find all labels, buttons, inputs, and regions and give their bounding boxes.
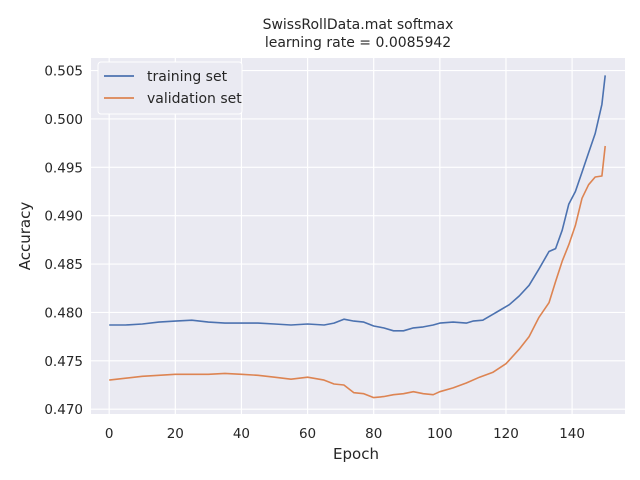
- tick-labels: 0 20 40 60 80 100 120 140 0.470 0.475 0.480 0.485 0.…: [44, 64, 585, 442]
- x-tick-label: 60: [299, 426, 316, 442]
- y-tick-label: 0.475: [44, 354, 83, 370]
- legend-label-validation-set: validation set: [147, 91, 242, 107]
- y-tick-label: 0.500: [44, 112, 83, 128]
- y-tick-label: 0.490: [44, 209, 83, 225]
- x-tick-label: 80: [365, 426, 382, 442]
- x-tick-label: 140: [559, 426, 585, 442]
- y-tick-label: 0.480: [44, 305, 83, 321]
- series-line-validation-set: [109, 145, 606, 399]
- y-tick-label: 0.495: [44, 160, 83, 176]
- series-lines: [109, 75, 606, 399]
- chart-title-line2: learning rate = 0.0085942: [265, 35, 451, 51]
- chart-title-line1: SwissRollData.mat softmax: [263, 17, 454, 33]
- plot-area: [91, 58, 625, 414]
- y-tick-label: 0.470: [44, 402, 83, 418]
- x-tick-label: 40: [233, 426, 250, 442]
- x-axis-label: Epoch: [333, 445, 379, 463]
- legend-label-training-set: training set: [147, 69, 228, 85]
- x-tick-label: 20: [167, 426, 184, 442]
- x-tick-label: 120: [493, 426, 519, 442]
- y-tick-label: 0.505: [44, 64, 83, 80]
- x-tick-label: 100: [427, 426, 453, 442]
- x-tick-label: 0: [105, 426, 114, 442]
- y-tick-label: 0.485: [44, 257, 83, 273]
- legend-box: [97, 61, 243, 115]
- legend: training set validation set: [97, 61, 243, 115]
- series-line-training-set: [109, 75, 606, 332]
- y-axis-label: Accuracy: [16, 202, 34, 271]
